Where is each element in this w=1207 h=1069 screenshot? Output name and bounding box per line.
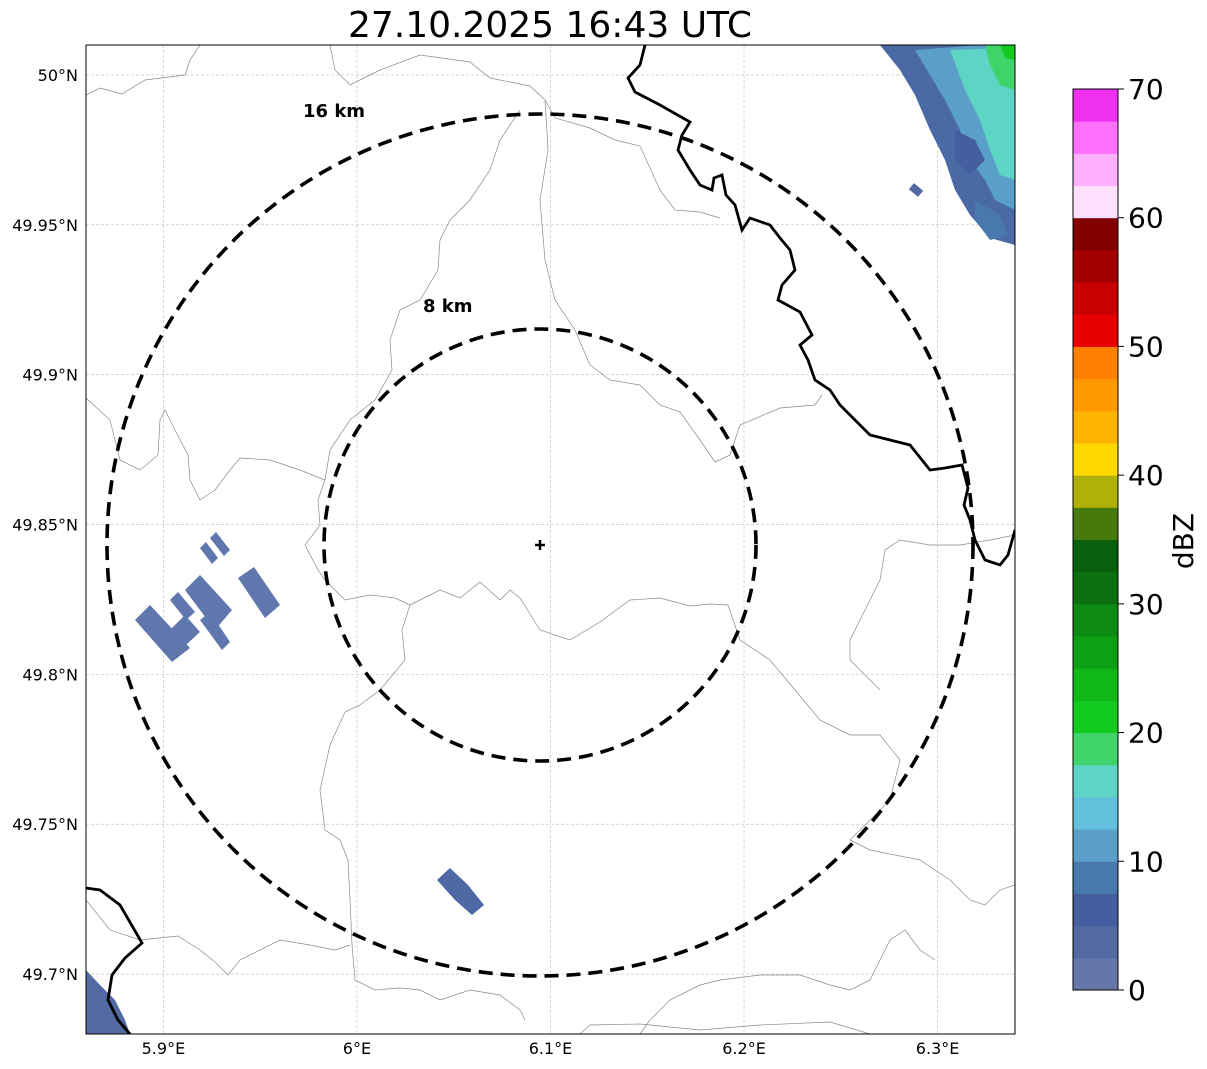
national-border-east	[626, 45, 1015, 567]
range-ring-label-8km: 8 km	[423, 296, 473, 317]
colorbar-frame	[1072, 88, 1119, 991]
colorbar-swatch	[1073, 282, 1118, 315]
y-tick-label: 49.95°N	[12, 216, 78, 235]
y-tick-label: 49.75°N	[12, 815, 78, 834]
colorbar-swatch	[1073, 893, 1118, 927]
colorbar-swatch	[1073, 475, 1118, 508]
colorbar-swatch	[1073, 829, 1118, 862]
colorbar-swatch	[1073, 217, 1118, 251]
axis-tick-labels: 5.9°E 6°E 6.1°E 6.2°E 6.3°E 50°N 49.95°N 49.9°N…	[12, 66, 959, 1058]
commune-border	[86, 899, 351, 976]
colorbar-swatch	[1073, 378, 1118, 412]
colorbar-swatch	[1073, 700, 1118, 734]
colorbar-swatch	[1073, 89, 1118, 122]
x-tick-label: 6.3°E	[916, 1039, 960, 1058]
colorbar-swatch	[1073, 796, 1118, 830]
colorbar-swatch	[1073, 121, 1118, 154]
commune-border	[579, 1021, 871, 1034]
colorbar-swatch	[1073, 925, 1118, 959]
colorbar-tick-label: 50	[1128, 330, 1164, 363]
range-ring-8km	[322, 327, 758, 763]
colorbar-tick-label: 30	[1128, 588, 1164, 621]
x-tick-label: 6.2°E	[722, 1039, 766, 1058]
colorbar-swatch	[1073, 507, 1118, 540]
commune-border	[849, 534, 1015, 691]
y-tick-label: 49.9°N	[22, 366, 78, 385]
x-tick-label: 6.1°E	[529, 1039, 573, 1058]
colorbar-swatch	[1073, 249, 1118, 283]
colorbar-tick-label: 40	[1128, 459, 1164, 492]
colorbar-swatch	[1073, 539, 1118, 573]
colorbar-label: dBZ	[1167, 513, 1200, 569]
commune-border	[86, 45, 201, 96]
colorbar-swatch	[1073, 185, 1118, 219]
colorbar-swatch	[1073, 603, 1118, 637]
precip-echo-west	[135, 532, 280, 662]
colorbar-tick-label: 60	[1128, 202, 1164, 235]
colorbar-swatch	[1073, 957, 1118, 991]
commune-border	[639, 929, 936, 1034]
commune-border	[304, 479, 729, 641]
commune-border	[86, 109, 521, 501]
y-tick-label: 49.7°N	[22, 965, 78, 984]
map-frame	[85, 44, 1016, 1035]
x-tick-label: 6°E	[343, 1039, 371, 1058]
y-tick-label: 49.8°N	[22, 665, 78, 684]
range-ring-16km	[105, 112, 975, 978]
national-borders	[86, 45, 1015, 1034]
colorbar-swatch	[1073, 668, 1118, 701]
precip-echo-south	[437, 868, 484, 915]
radar-reflectivity	[86, 45, 1015, 1034]
colorbar-tick-label: 10	[1128, 845, 1164, 878]
range-rings	[105, 112, 975, 978]
colorbar-tick-label: 0	[1128, 974, 1146, 1007]
colorbar-swatch	[1073, 636, 1118, 669]
commune-border	[319, 604, 526, 1021]
colorbar-tick-label: 70	[1128, 73, 1164, 106]
map-title: 27.10.2025 16:43 UTC	[348, 5, 752, 46]
colorbar-swatch	[1073, 153, 1118, 187]
y-tick-label: 50°N	[38, 66, 78, 85]
map-background	[86, 45, 1015, 1034]
colorbar-swatch	[1073, 732, 1118, 766]
colorbar-swatch	[1073, 861, 1118, 894]
colorbar-tick-label: 20	[1128, 717, 1164, 750]
colorbar-swatch	[1073, 571, 1118, 605]
range-ring-label-16km: 16 km	[303, 101, 365, 122]
colorbar-swatch	[1073, 410, 1118, 444]
x-tick-label: 5.9°E	[142, 1039, 186, 1058]
colorbar-swatch	[1073, 442, 1118, 476]
y-tick-label: 49.85°N	[12, 516, 78, 535]
colorbar-swatch	[1073, 314, 1118, 347]
colorbar-swatch	[1073, 346, 1118, 380]
colorbar-swatch	[1073, 764, 1118, 798]
radar-site-marker	[535, 540, 545, 550]
colorbar-tick-labels: 0 10 20 30 40 50 60 70	[1118, 73, 1164, 1007]
admin-borders	[86, 45, 1015, 1034]
precip-echo-northeast	[880, 45, 1015, 245]
colorbar	[1073, 89, 1118, 991]
national-border-southwest	[86, 886, 144, 1034]
commune-border	[539, 99, 823, 463]
